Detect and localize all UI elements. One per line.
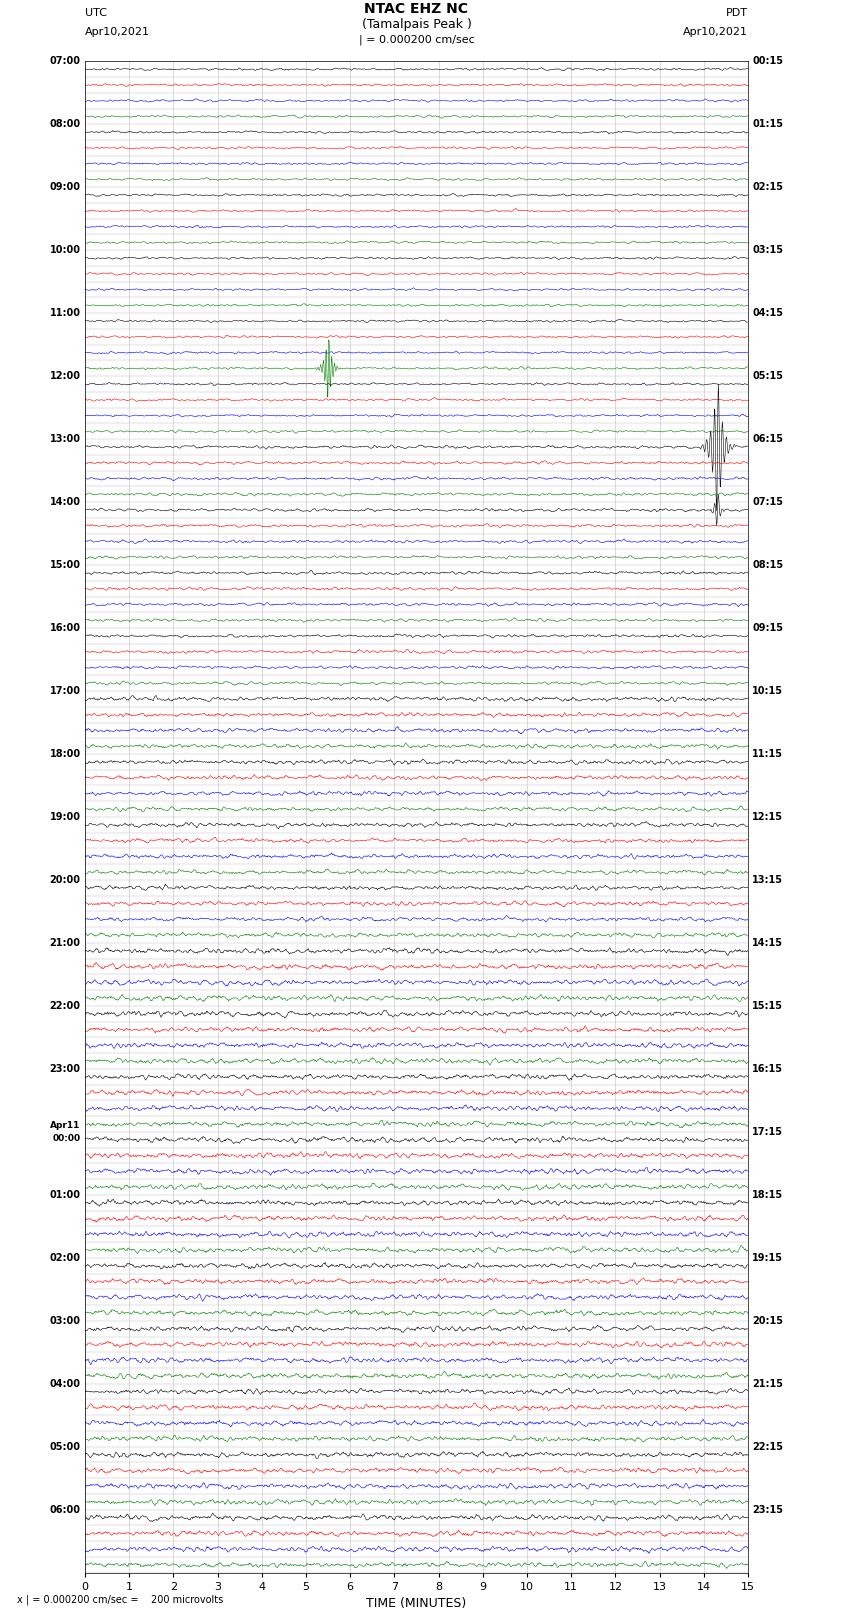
- Text: 21:15: 21:15: [752, 1379, 783, 1389]
- Text: 17:00: 17:00: [50, 686, 81, 697]
- Text: 07:15: 07:15: [752, 497, 783, 506]
- Text: Apr10,2021: Apr10,2021: [85, 27, 150, 37]
- Text: 23:15: 23:15: [752, 1505, 783, 1515]
- Text: 03:00: 03:00: [50, 1316, 81, 1326]
- Text: 16:00: 16:00: [50, 623, 81, 632]
- Text: 09:00: 09:00: [50, 182, 81, 192]
- Text: Apr10,2021: Apr10,2021: [683, 27, 748, 37]
- Text: 12:00: 12:00: [50, 371, 81, 381]
- Text: 01:00: 01:00: [50, 1190, 81, 1200]
- Text: 22:00: 22:00: [50, 1002, 81, 1011]
- Text: 08:15: 08:15: [752, 560, 784, 569]
- Text: 19:00: 19:00: [50, 811, 81, 823]
- Text: 15:15: 15:15: [752, 1002, 783, 1011]
- Text: 06:15: 06:15: [752, 434, 783, 444]
- Text: 16:15: 16:15: [752, 1065, 783, 1074]
- Text: 21:00: 21:00: [50, 937, 81, 948]
- Text: 10:15: 10:15: [752, 686, 783, 697]
- Text: 06:00: 06:00: [50, 1505, 81, 1515]
- Text: 20:00: 20:00: [50, 874, 81, 886]
- Text: NTAC EHZ NC: NTAC EHZ NC: [365, 2, 468, 16]
- Text: 22:15: 22:15: [752, 1442, 783, 1452]
- Text: 03:15: 03:15: [752, 245, 783, 255]
- Text: 14:15: 14:15: [752, 937, 783, 948]
- Text: 08:00: 08:00: [49, 119, 81, 129]
- Text: 20:15: 20:15: [752, 1316, 783, 1326]
- Text: 18:00: 18:00: [49, 748, 81, 760]
- Text: 23:00: 23:00: [50, 1065, 81, 1074]
- Text: 01:15: 01:15: [752, 119, 783, 129]
- Text: 17:15: 17:15: [752, 1127, 783, 1137]
- Text: 11:15: 11:15: [752, 748, 783, 760]
- Text: 13:15: 13:15: [752, 874, 783, 886]
- Text: 10:00: 10:00: [50, 245, 81, 255]
- Text: 00:00: 00:00: [53, 1134, 81, 1142]
- Text: 05:00: 05:00: [50, 1442, 81, 1452]
- Text: 18:15: 18:15: [752, 1190, 784, 1200]
- Text: | = 0.000200 cm/sec: | = 0.000200 cm/sec: [359, 34, 474, 45]
- Text: 11:00: 11:00: [50, 308, 81, 318]
- Text: 07:00: 07:00: [50, 56, 81, 66]
- Text: (Tamalpais Peak ): (Tamalpais Peak ): [361, 18, 472, 31]
- Text: 02:00: 02:00: [50, 1253, 81, 1263]
- Text: x | = 0.000200 cm/sec =    200 microvolts: x | = 0.000200 cm/sec = 200 microvolts: [17, 1594, 224, 1605]
- Text: UTC: UTC: [85, 8, 107, 18]
- Text: 12:15: 12:15: [752, 811, 783, 823]
- Text: 09:15: 09:15: [752, 623, 783, 632]
- Text: 14:00: 14:00: [50, 497, 81, 506]
- Text: 04:00: 04:00: [50, 1379, 81, 1389]
- Text: 04:15: 04:15: [752, 308, 783, 318]
- X-axis label: TIME (MINUTES): TIME (MINUTES): [366, 1597, 467, 1610]
- Text: 02:15: 02:15: [752, 182, 783, 192]
- Text: Apr11: Apr11: [50, 1121, 81, 1129]
- Text: 13:00: 13:00: [50, 434, 81, 444]
- Text: 15:00: 15:00: [50, 560, 81, 569]
- Text: 05:15: 05:15: [752, 371, 783, 381]
- Text: PDT: PDT: [726, 8, 748, 18]
- Text: 19:15: 19:15: [752, 1253, 783, 1263]
- Text: 00:15: 00:15: [752, 56, 783, 66]
